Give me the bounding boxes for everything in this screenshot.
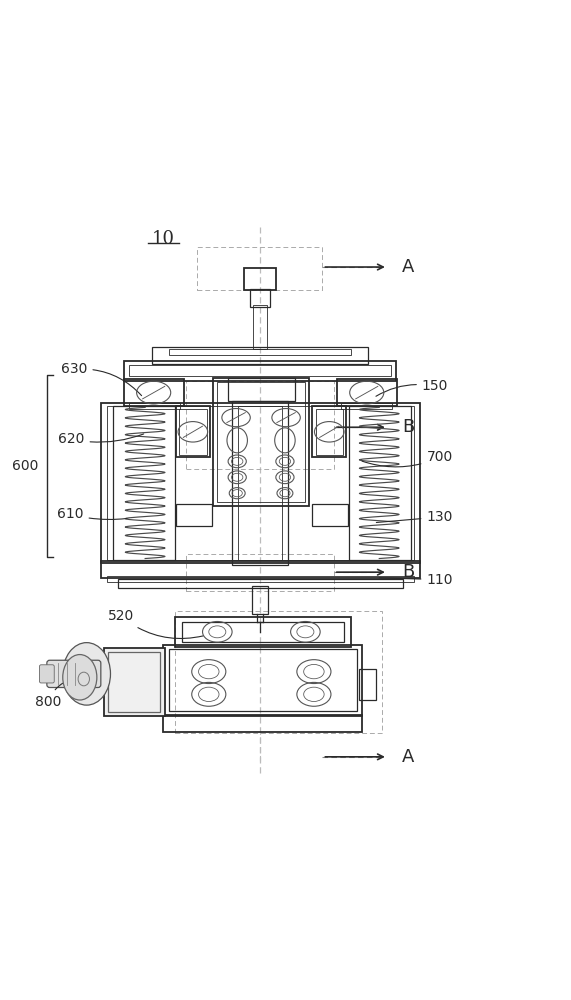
Bar bbox=[186, 554, 334, 591]
Ellipse shape bbox=[63, 643, 110, 705]
FancyBboxPatch shape bbox=[39, 665, 54, 683]
Text: B: B bbox=[402, 563, 414, 581]
Bar bbox=[337, 379, 397, 406]
Bar bbox=[244, 268, 276, 290]
Text: 620: 620 bbox=[58, 432, 144, 446]
Bar bbox=[231, 401, 288, 565]
Ellipse shape bbox=[63, 655, 97, 700]
Bar bbox=[252, 586, 268, 614]
Bar bbox=[107, 406, 415, 560]
Bar bbox=[253, 305, 267, 349]
Text: 520: 520 bbox=[108, 609, 203, 639]
Text: A: A bbox=[402, 258, 415, 276]
Bar bbox=[152, 347, 368, 364]
Bar bbox=[250, 289, 270, 307]
Bar bbox=[104, 648, 165, 716]
Text: 130: 130 bbox=[376, 510, 453, 524]
Text: 110: 110 bbox=[379, 573, 453, 587]
Bar bbox=[316, 409, 343, 455]
Text: 10: 10 bbox=[152, 230, 175, 248]
Bar bbox=[107, 576, 415, 582]
Bar bbox=[163, 715, 362, 732]
Bar bbox=[312, 406, 346, 457]
Text: 150: 150 bbox=[376, 379, 448, 396]
Text: 700: 700 bbox=[362, 450, 453, 467]
Bar bbox=[163, 645, 362, 716]
FancyBboxPatch shape bbox=[47, 660, 101, 688]
Bar bbox=[198, 247, 323, 290]
Text: B: B bbox=[402, 418, 414, 436]
Bar bbox=[179, 409, 207, 455]
Bar bbox=[227, 378, 295, 401]
Bar bbox=[175, 617, 351, 647]
Bar bbox=[218, 382, 305, 502]
Bar bbox=[169, 349, 351, 355]
Bar bbox=[123, 361, 396, 381]
Bar bbox=[113, 406, 175, 560]
Bar bbox=[176, 406, 210, 457]
Bar bbox=[186, 381, 334, 469]
Bar bbox=[238, 406, 282, 560]
Bar bbox=[349, 406, 411, 560]
Text: 800: 800 bbox=[35, 683, 63, 709]
Text: 610: 610 bbox=[57, 507, 127, 521]
Bar bbox=[312, 504, 348, 526]
Bar bbox=[129, 403, 180, 409]
Bar bbox=[101, 561, 420, 578]
Text: 630: 630 bbox=[61, 362, 142, 396]
Bar bbox=[182, 622, 344, 642]
Bar bbox=[359, 669, 376, 700]
Bar bbox=[176, 504, 212, 526]
Bar bbox=[169, 649, 356, 711]
Text: A: A bbox=[402, 748, 415, 766]
Bar bbox=[129, 365, 391, 376]
Text: 600: 600 bbox=[12, 459, 38, 473]
Bar bbox=[101, 403, 420, 563]
Bar bbox=[214, 378, 309, 506]
Bar bbox=[123, 379, 184, 406]
Bar bbox=[108, 652, 160, 712]
Bar bbox=[118, 579, 403, 588]
Bar bbox=[175, 611, 382, 733]
Bar bbox=[341, 403, 392, 409]
